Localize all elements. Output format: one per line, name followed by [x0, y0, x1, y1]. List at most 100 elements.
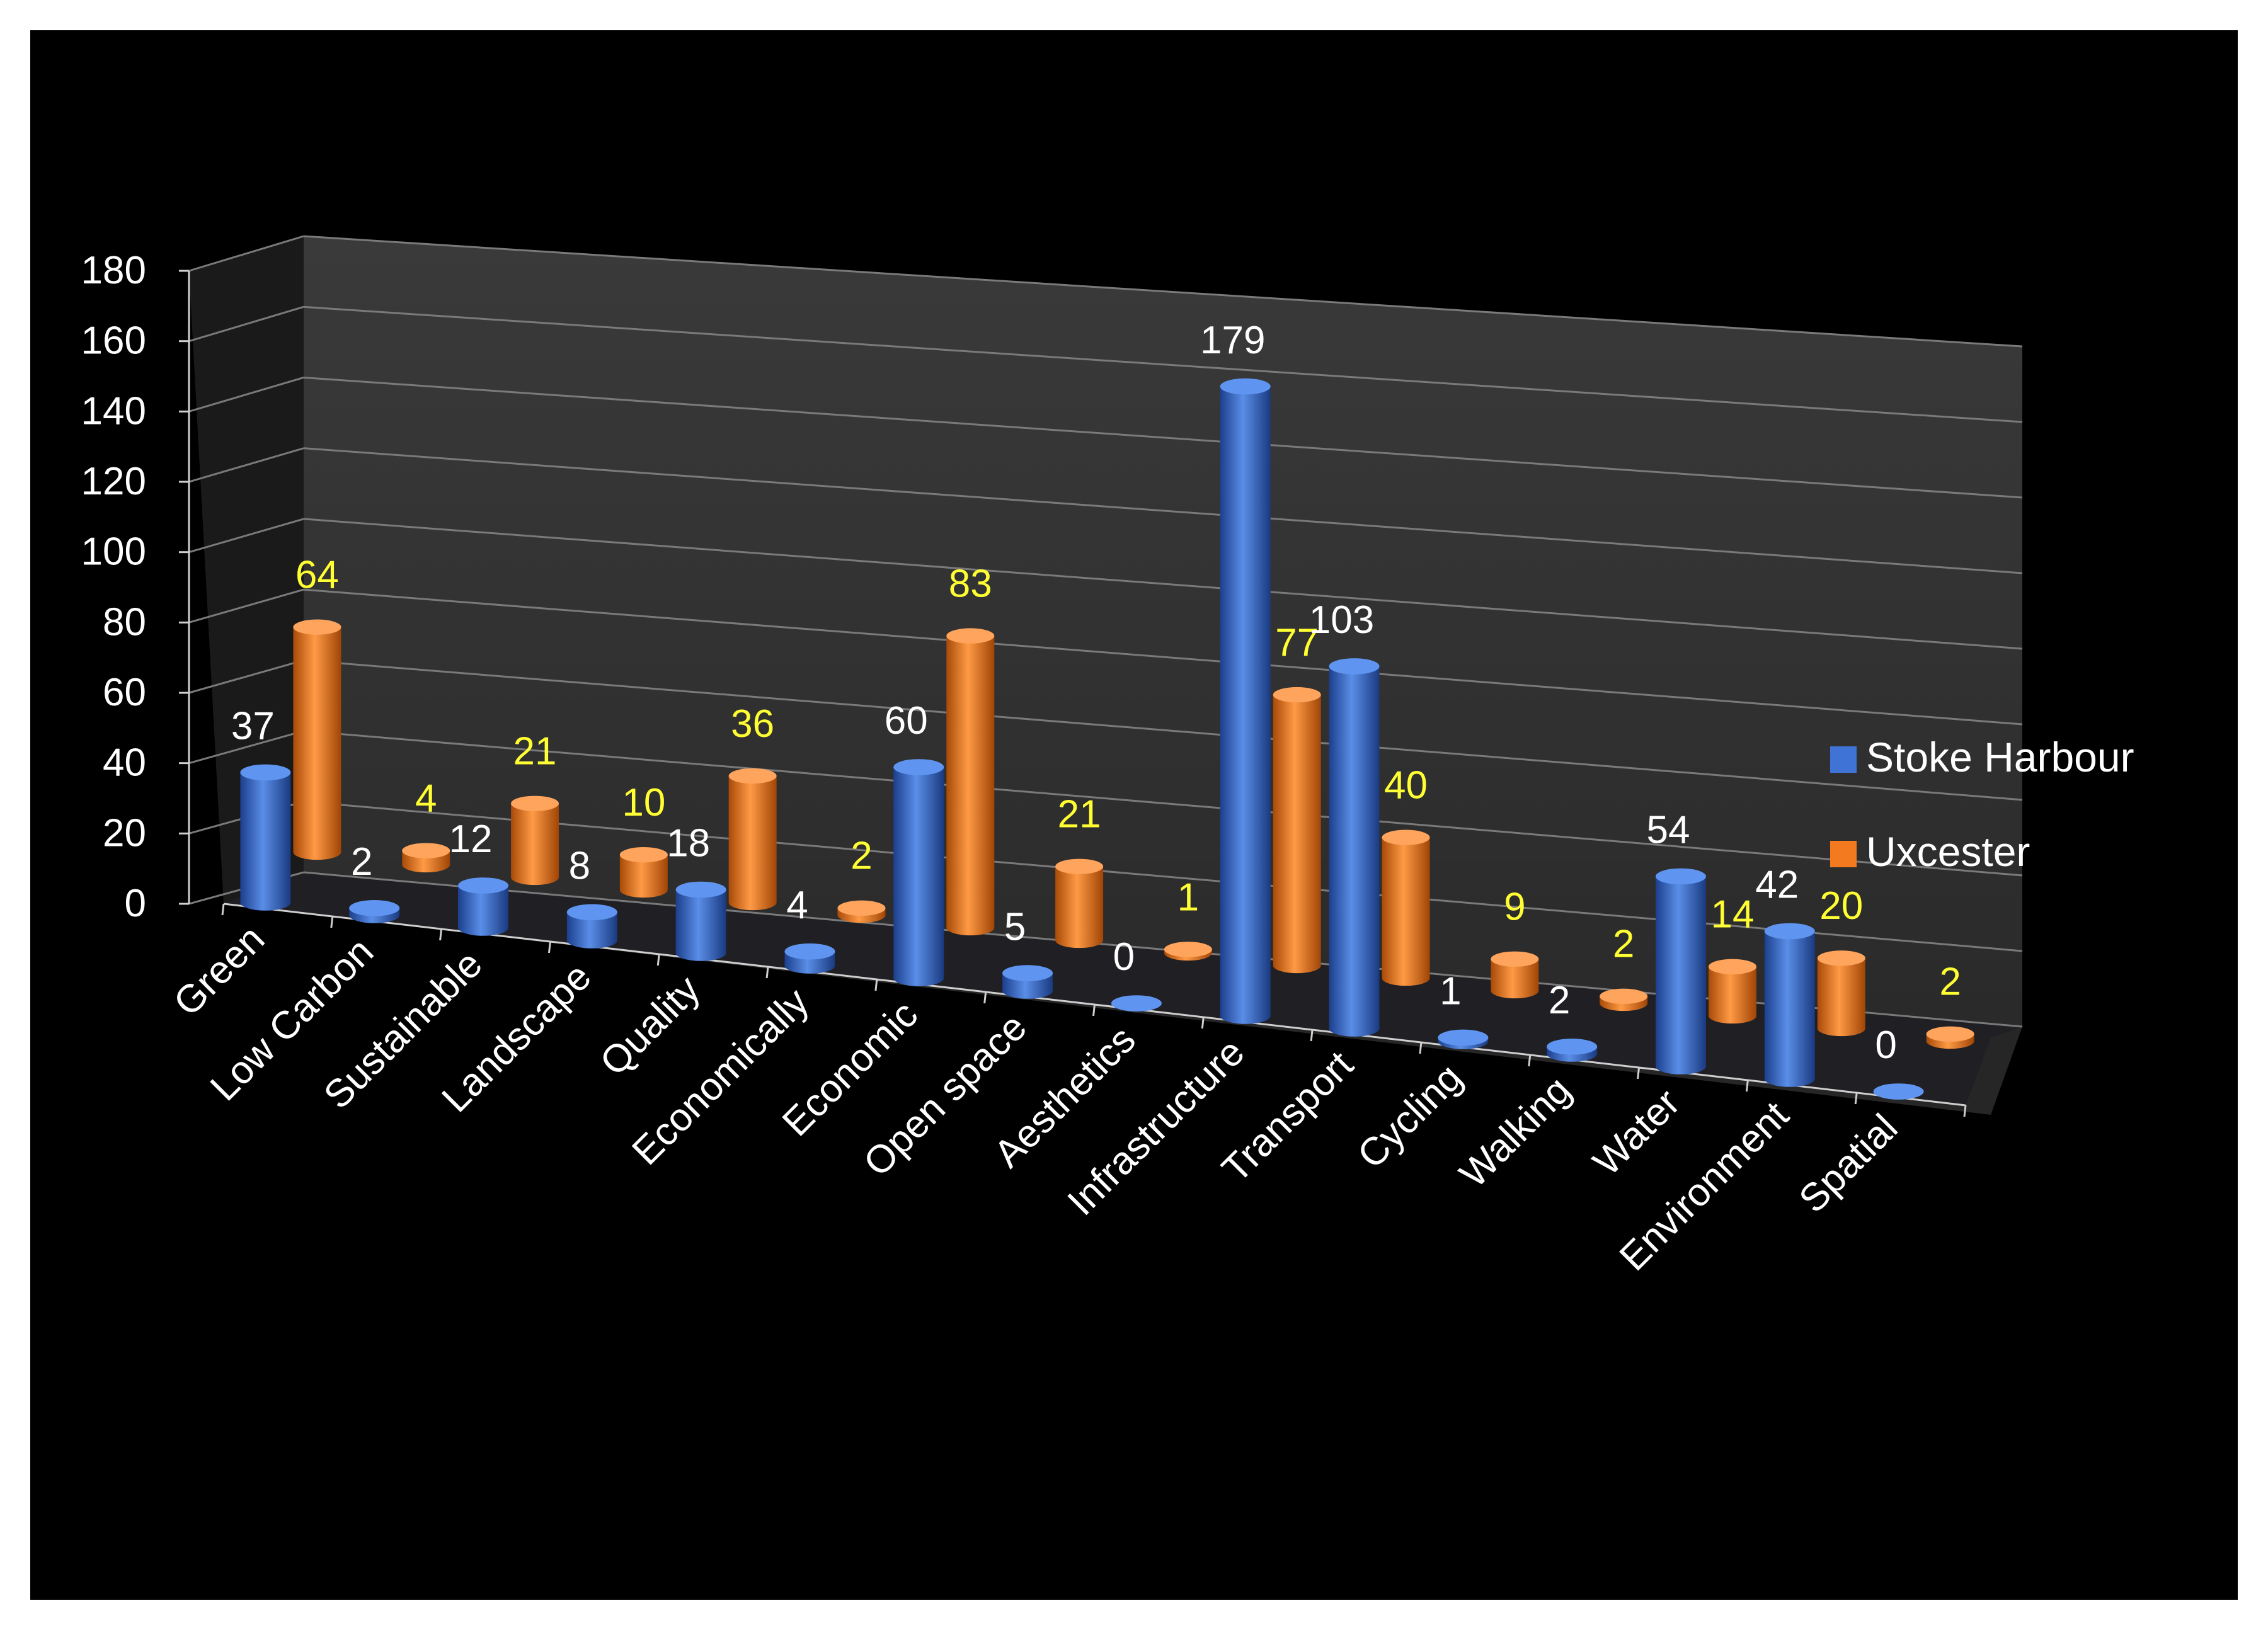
bar-stoke-harbour	[893, 759, 944, 986]
legend: Stoke Harbour Uxcester	[1830, 734, 2134, 875]
gridline	[303, 801, 2023, 952]
value-label-uxcester: 20	[1819, 884, 1863, 928]
gridline	[303, 235, 2023, 348]
value-label-stoke-harbour: 42	[1755, 863, 1799, 907]
x-tick	[765, 966, 769, 979]
bar-uxcester	[1164, 942, 1212, 961]
gridline-side	[188, 377, 304, 413]
x-tick	[1092, 1004, 1096, 1017]
value-label-stoke-harbour: 60	[885, 699, 928, 743]
value-label-uxcester: 21	[1058, 793, 1101, 836]
gridline	[303, 659, 2023, 801]
y-tick-label: 0	[125, 882, 146, 925]
x-tick	[1854, 1092, 1858, 1105]
bar-uxcester	[1926, 1026, 1974, 1049]
value-label-uxcester: 1	[1177, 875, 1199, 919]
legend-swatch	[1830, 841, 1857, 867]
value-label-stoke-harbour: 4	[786, 884, 808, 927]
x-tick	[983, 991, 987, 1004]
value-label-uxcester: 21	[513, 730, 557, 773]
bar-stoke-harbour	[566, 904, 617, 949]
value-label-uxcester: 4	[415, 777, 437, 821]
bar-uxcester	[511, 795, 559, 886]
value-label-stoke-harbour: 54	[1646, 809, 1690, 852]
gridlines	[188, 235, 2023, 1028]
y-tick-label: 160	[81, 319, 146, 363]
value-label-stoke-harbour: 12	[449, 818, 493, 861]
value-label-uxcester: 64	[295, 554, 339, 597]
bar-stoke-harbour	[1547, 1039, 1598, 1062]
y-tick-label: 60	[103, 671, 146, 714]
bar-uxcester	[1491, 951, 1539, 999]
bar-stoke-harbour	[458, 877, 509, 936]
value-label-uxcester: 2	[1613, 923, 1634, 966]
value-label-stoke-harbour: 0	[1875, 1023, 1896, 1067]
bar-uxcester	[1817, 950, 1865, 1037]
value-label-stoke-harbour: 1	[1440, 970, 1461, 1013]
value-label-stoke-harbour: 5	[1004, 905, 1026, 949]
value-label-stoke-harbour: 8	[569, 845, 590, 888]
y-axis: 0 20 40 60 80 100 120 140 160 180	[81, 249, 190, 925]
legend-label: Stoke Harbour	[1866, 734, 2134, 780]
bar-uxcester	[293, 619, 341, 860]
bar-stoke-harbour	[1655, 868, 1706, 1074]
y-tick-label: 120	[81, 460, 146, 503]
x-tick	[1745, 1080, 1749, 1092]
bar-stoke-harbour	[1764, 923, 1815, 1087]
bar-stoke-harbour	[1220, 378, 1271, 1024]
gridline	[303, 376, 2023, 499]
gridline	[303, 588, 2023, 726]
gridline-side	[188, 305, 304, 343]
legend-label: Uxcester	[1866, 828, 2030, 875]
bar-uxcester	[1055, 858, 1104, 949]
legend-swatch	[1830, 746, 1857, 773]
value-label-uxcester: 83	[949, 562, 992, 605]
x-tick	[1963, 1105, 1967, 1117]
bar-stoke-harbour	[240, 764, 291, 911]
value-label-uxcester: 9	[1504, 886, 1525, 929]
value-label-uxcester: 40	[1384, 764, 1428, 807]
y-tick-label: 180	[81, 249, 146, 292]
value-label-stoke-harbour: 37	[231, 705, 275, 748]
value-label-uxcester: 14	[1710, 893, 1754, 937]
bar-uxcester	[1600, 988, 1648, 1012]
x-tick	[1310, 1029, 1314, 1042]
bar-uxcester	[728, 768, 777, 911]
y-tick-label: 20	[103, 811, 146, 855]
bar-uxcester	[619, 847, 668, 898]
value-label-uxcester: 2	[850, 835, 872, 878]
gridline-side	[188, 235, 304, 272]
x-tick	[221, 903, 225, 916]
bar-uxcester	[837, 900, 886, 923]
bar-stoke-harbour	[1438, 1029, 1489, 1049]
value-label-stoke-harbour: 0	[1113, 935, 1135, 979]
value-label-stoke-harbour: 18	[667, 822, 710, 865]
x-tick	[656, 954, 660, 966]
gridline-side	[188, 518, 304, 554]
value-label-stoke-harbour: 2	[351, 840, 372, 884]
y-tick-label: 140	[81, 389, 146, 433]
x-category-label: Cycling	[1349, 1056, 1471, 1177]
gridline	[303, 730, 2023, 877]
gridline	[303, 518, 2023, 650]
value-label-uxcester: 10	[622, 781, 665, 824]
y-tick-label: 40	[103, 741, 146, 785]
bar-stoke-harbour	[349, 900, 400, 923]
y-tick-label: 80	[103, 600, 146, 644]
bar-uxcester	[1382, 829, 1430, 986]
value-label-uxcester: 77	[1275, 621, 1319, 664]
bar-uxcester	[402, 843, 450, 873]
x-tick	[1201, 1017, 1205, 1029]
x-tick	[330, 916, 334, 928]
x-tick	[874, 979, 878, 991]
y-tick-label: 100	[81, 530, 146, 574]
bar-stoke-harbour	[1002, 965, 1053, 999]
gridline-side	[188, 447, 304, 483]
x-category-label: Quality	[592, 967, 708, 1084]
x-tick	[1528, 1054, 1532, 1067]
value-label-stoke-harbour: 179	[1200, 319, 1265, 362]
x-tick	[1419, 1042, 1423, 1054]
x-tick	[439, 928, 443, 941]
x-category-label: Walking	[1452, 1068, 1579, 1196]
